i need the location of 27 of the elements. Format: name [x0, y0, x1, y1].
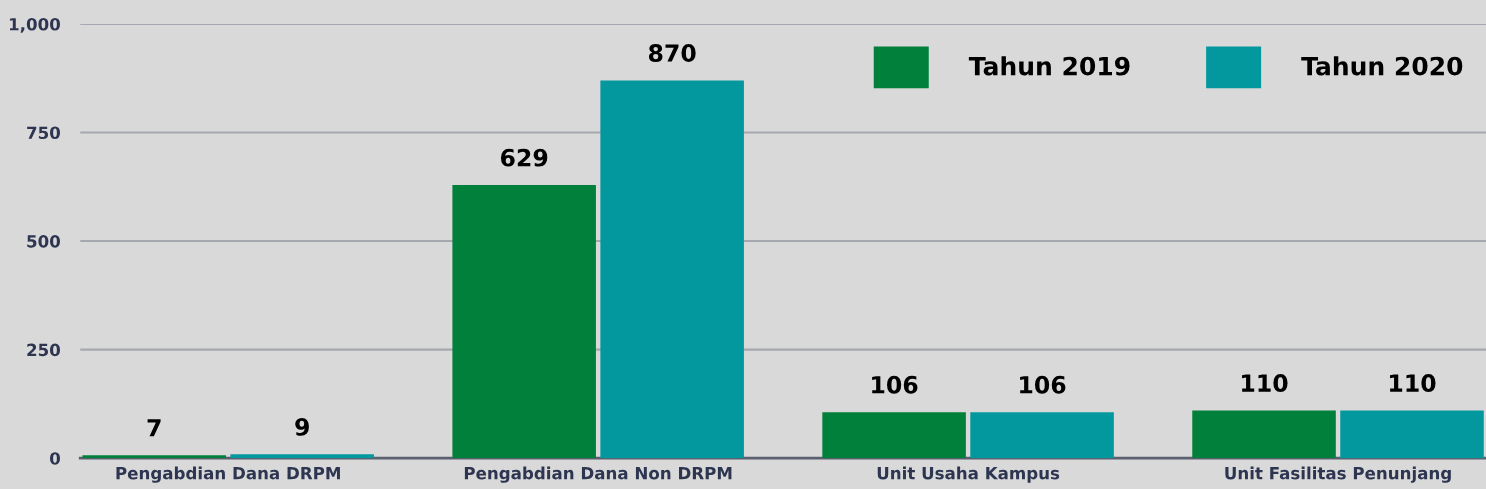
- bar: [452, 185, 596, 459]
- data-label: 870: [648, 44, 696, 62]
- data-label: 7: [147, 419, 161, 437]
- x-tick-label: Unit Fasilitas Penunjang: [1225, 466, 1451, 483]
- data-label: 9: [295, 417, 309, 436]
- x-tick-label: Pengabdian Dana Non DRPM: [464, 466, 732, 483]
- bar: [230, 454, 374, 459]
- y-tick-label: 750: [27, 126, 60, 140]
- bar: [970, 412, 1114, 459]
- bar: [1192, 410, 1336, 459]
- data-label: 110: [1390, 374, 1436, 392]
- bar: [1340, 410, 1484, 459]
- legend-label: Tahun 2020: [1301, 56, 1463, 76]
- y-tick-label: 1,000: [9, 17, 60, 33]
- y-tick-label: 250: [27, 343, 60, 357]
- data-label: 106: [1020, 375, 1066, 394]
- y-tick-label: 500: [27, 235, 60, 248]
- data-label: 629: [500, 148, 548, 167]
- bar: [822, 412, 966, 459]
- x-tick-label: Pengabdian Dana DRPM: [116, 466, 340, 483]
- data-label: 106: [872, 375, 918, 394]
- legend-label: Tahun 2019: [968, 56, 1130, 76]
- data-label: 110: [1242, 374, 1288, 392]
- bar: [600, 80, 744, 459]
- x-tick-label: Unit Usaha Kampus: [877, 466, 1060, 483]
- bar: [82, 455, 226, 459]
- y-tick-label: 0: [50, 452, 60, 465]
